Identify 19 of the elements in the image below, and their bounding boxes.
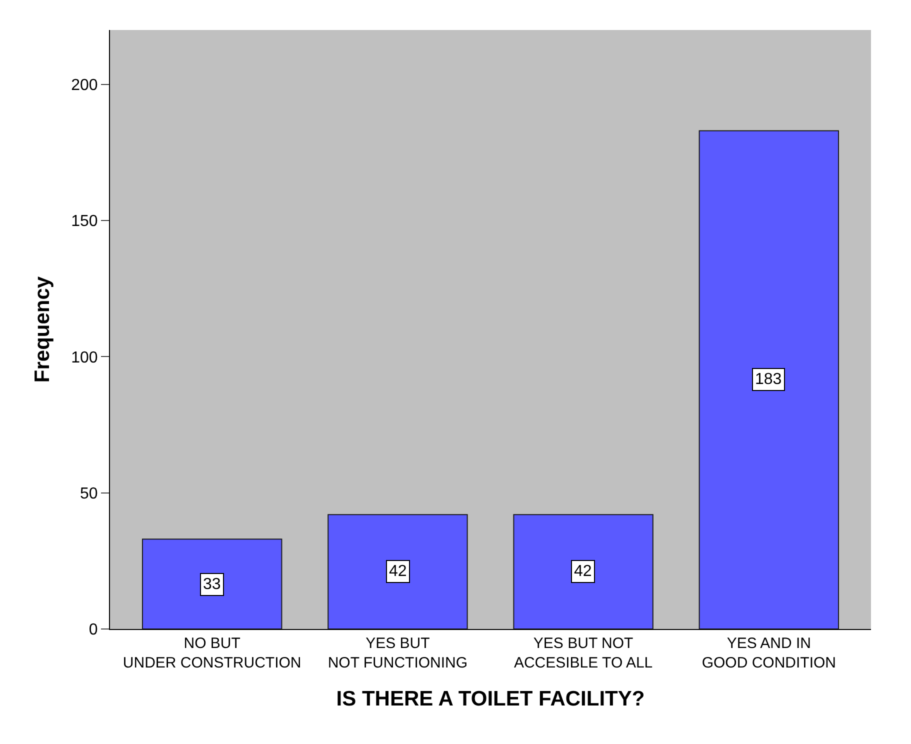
data-label: 42 — [389, 563, 407, 580]
y-tick-label: 50 — [80, 485, 98, 502]
y-tick-label: 100 — [71, 349, 98, 366]
bar — [328, 514, 468, 629]
bar — [142, 538, 282, 629]
data-label: 42 — [574, 563, 592, 580]
y-tick-label: 200 — [71, 77, 98, 94]
x-tick-label: NO BUT UNDER CONSTRUCTION — [122, 635, 302, 672]
y-axis-title: Frequency — [31, 276, 54, 383]
bar — [513, 514, 654, 629]
x-tick-label: YES AND IN GOOD CONDITION — [702, 635, 836, 672]
data-label: 183 — [755, 371, 782, 388]
y-tick-label: 150 — [71, 213, 98, 230]
x-axis-title: IS THERE A TOILET FACILITY? — [336, 688, 645, 711]
data-label: 33 — [203, 576, 221, 593]
x-tick-label: YES BUT NOT ACCESIBLE TO ALL — [514, 635, 653, 672]
y-tick-label: 0 — [88, 622, 98, 639]
x-tick-label: YES BUT NOT FUNCTIONING — [328, 635, 468, 672]
bar — [698, 130, 840, 629]
